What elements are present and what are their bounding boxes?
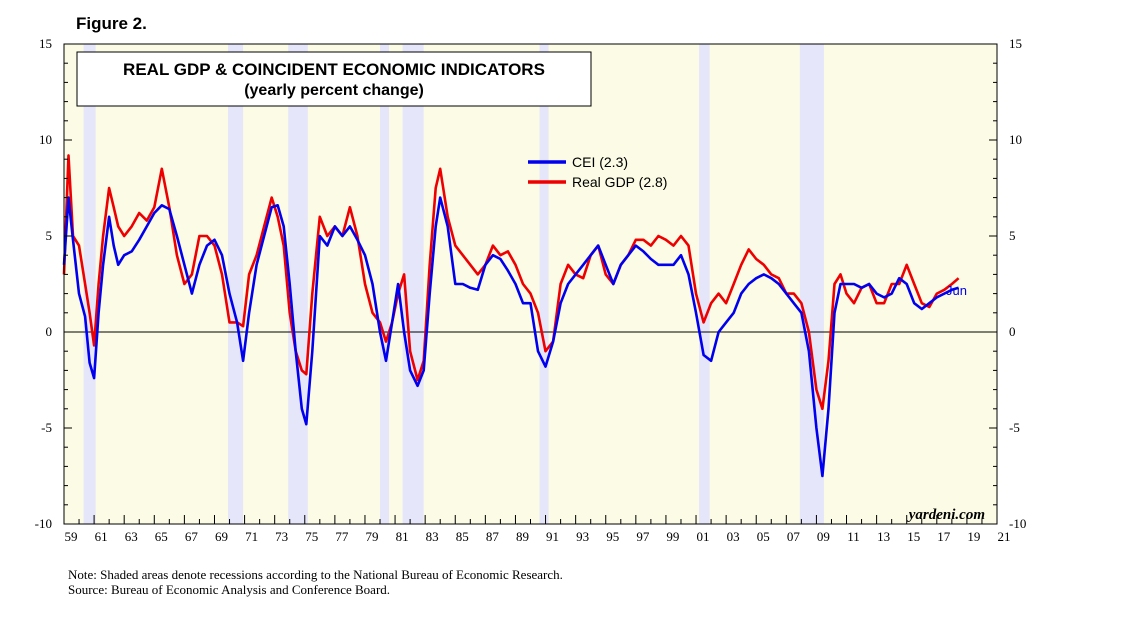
- title-box-layer: REAL GDP & COINCIDENT ECONOMIC INDICATOR…: [76, 51, 592, 107]
- legend-label-gdp: Real GDP (2.8): [572, 174, 667, 190]
- recession-band: [799, 44, 824, 524]
- x-tick-label: 75: [305, 529, 318, 544]
- recession-band: [380, 44, 390, 524]
- x-tick-label: 61: [95, 529, 108, 544]
- x-tick-label: 91: [546, 529, 559, 544]
- y-tick-label-left: 15: [39, 36, 52, 51]
- y-tick-label-right: -10: [1009, 516, 1026, 531]
- credit-label: yardeni.com: [907, 507, 985, 523]
- x-tick-label: 01: [697, 529, 710, 544]
- x-tick-label: 83: [426, 529, 439, 544]
- x-tick-label: 69: [215, 529, 228, 544]
- x-tick-label: 59: [65, 529, 78, 544]
- series-line-cei: [62, 196, 959, 478]
- y-tick-label-right: -5: [1009, 420, 1020, 435]
- x-tick-label: 77: [335, 529, 349, 544]
- y-tick-label-left: 5: [46, 228, 53, 243]
- chart-title: REAL GDP & COINCIDENT ECONOMIC INDICATOR…: [123, 60, 545, 79]
- x-tick-label: 79: [365, 529, 378, 544]
- x-tick-label: 89: [516, 529, 529, 544]
- y-tick-label-left: 10: [39, 132, 52, 147]
- x-tick-label: 71: [245, 529, 258, 544]
- y-tick-label-right: 10: [1009, 132, 1022, 147]
- plot-area: [64, 44, 997, 524]
- chart-subtitle: (yearly percent change): [244, 82, 424, 99]
- x-tick-label: 05: [757, 529, 770, 544]
- plot-background-layer: [64, 44, 997, 524]
- x-tick-label: 09: [817, 529, 830, 544]
- y-tick-label-right: 5: [1009, 228, 1016, 243]
- x-tick-label: 81: [396, 529, 409, 544]
- y-tick-label-right: 15: [1009, 36, 1022, 51]
- figure-label: Figure 2.: [76, 14, 147, 33]
- y-tick-label-left: -10: [35, 516, 52, 531]
- recession-band: [539, 44, 549, 524]
- x-tick-label: 17: [937, 529, 951, 544]
- note-text: Note: Shaded areas denote recessions acc…: [68, 567, 563, 582]
- y-tick-label-left: -5: [41, 420, 52, 435]
- y-tick-label-right: 0: [1009, 324, 1016, 339]
- x-tick-label: 63: [125, 529, 138, 544]
- x-tick-label: 15: [907, 529, 920, 544]
- series-layer: [62, 154, 960, 478]
- legend-label-cei: CEI (2.3): [572, 154, 628, 170]
- title-box: [76, 51, 592, 107]
- x-tick-label: 19: [967, 529, 980, 544]
- x-tick-label: 11: [847, 529, 860, 544]
- recession-shading-layer: [83, 44, 824, 524]
- recession-band: [699, 44, 710, 524]
- x-tick-label: 95: [606, 529, 619, 544]
- recession-band: [83, 44, 96, 524]
- recession-band: [288, 44, 308, 524]
- x-tick-label: 93: [576, 529, 589, 544]
- x-tick-label: 97: [636, 529, 650, 544]
- recession-band: [228, 44, 244, 524]
- source-text: Source: Bureau of Economic Analysis and …: [68, 582, 391, 597]
- x-tick-label: 67: [185, 529, 199, 544]
- x-tick-label: 73: [275, 529, 288, 544]
- y-tick-label-left: 0: [46, 324, 53, 339]
- x-tick-label: 99: [666, 529, 679, 544]
- x-tick-label: 85: [456, 529, 469, 544]
- legend: CEI (2.3) Real GDP (2.8): [528, 154, 667, 190]
- x-tick-label: 07: [787, 529, 801, 544]
- x-tick-label: 21: [998, 529, 1011, 544]
- x-tick-label: 13: [877, 529, 890, 544]
- x-tick-label: 65: [155, 529, 168, 544]
- recession-band: [402, 44, 424, 524]
- end-label: Jun: [946, 283, 967, 298]
- x-tick-label: 03: [727, 529, 740, 544]
- x-tick-label: 87: [486, 529, 500, 544]
